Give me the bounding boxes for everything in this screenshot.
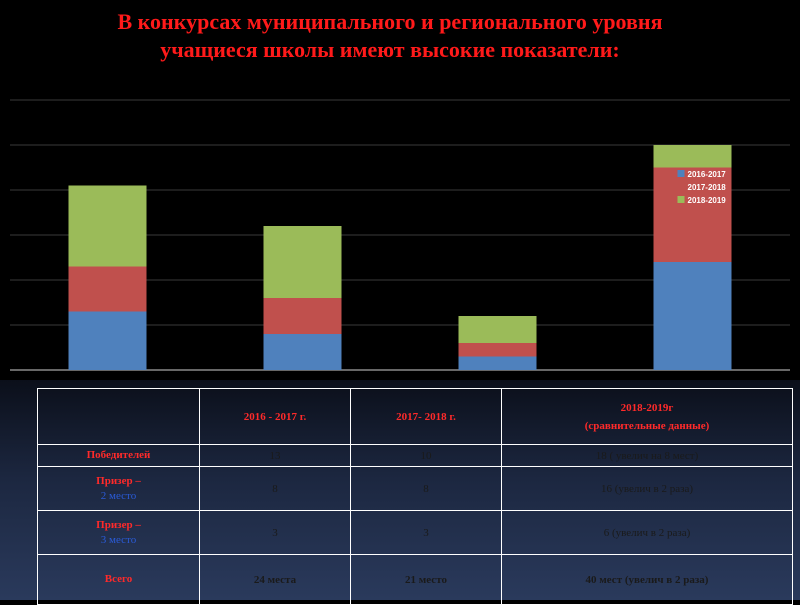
bar-segment-2018-2019 bbox=[263, 226, 342, 298]
table-cell: 3 bbox=[199, 510, 351, 555]
row-label: Всего bbox=[37, 554, 200, 605]
table-row: Победителей 13 10 18 ( увелич на 8 мест) bbox=[37, 444, 793, 467]
table-cell: 8 bbox=[350, 466, 502, 511]
results-table-panel: 2016 - 2017 г. 2017- 2018 г. 2018-2019г … bbox=[0, 380, 800, 605]
table-header-row: 2016 - 2017 г. 2017- 2018 г. 2018-2019г … bbox=[37, 388, 793, 445]
bar-segment-2018-2019 bbox=[68, 185, 147, 267]
legend-label: 2018-2019 bbox=[688, 196, 727, 205]
row-label: Победителей bbox=[37, 444, 200, 467]
header-year-3-sub: (сравнительные данные) bbox=[584, 419, 710, 432]
header-year-3-main: 2018-2019г bbox=[620, 401, 674, 414]
table-row: Всего 24 места 21 место 40 мест (увелич … bbox=[37, 554, 793, 605]
title-line-1: В конкурсах муниципального и регионально… bbox=[117, 9, 663, 34]
title-line-2: учащиеся школы имеют высокие показатели: bbox=[160, 37, 620, 62]
stacked-bar-chart: 2016-2017 2017-2018 2018-2019 bbox=[10, 99, 790, 371]
header-year-2: 2017- 2018 г. bbox=[350, 388, 502, 445]
row-label: Призер –2 место bbox=[37, 466, 200, 511]
bar-segment-2016-2017 bbox=[653, 262, 732, 370]
table-cell: 13 bbox=[199, 444, 351, 467]
bar-segment-2016-2017 bbox=[68, 311, 147, 370]
table-cell: 8 bbox=[199, 466, 351, 511]
bar-segment-2017-2018 bbox=[68, 266, 147, 312]
bar-segment-2017-2018 bbox=[263, 298, 342, 334]
table-cell: 16 (увелич в 2 раза) bbox=[501, 466, 793, 511]
legend-label: 2016-2017 bbox=[688, 170, 727, 179]
row-label: Призер –3 место bbox=[37, 510, 200, 555]
bar-segment-2016-2017 bbox=[458, 356, 537, 370]
table-cell: 40 мест (увелич в 2 раза) bbox=[501, 554, 793, 605]
header-year-1: 2016 - 2017 г. bbox=[199, 388, 351, 445]
legend-swatch bbox=[677, 170, 685, 177]
table-cell: 6 (увелич в 2 раза) bbox=[501, 510, 793, 555]
chart-bars bbox=[68, 145, 732, 370]
legend-label: 2017-2018 bbox=[688, 183, 727, 192]
bar-segment-2017-2018 bbox=[458, 343, 537, 357]
results-table: 2016 - 2017 г. 2017- 2018 г. 2018-2019г … bbox=[37, 388, 793, 605]
table-cell: 10 bbox=[350, 444, 502, 467]
bar-segment-2018-2019 bbox=[458, 316, 537, 343]
bar-segment-2017-2018 bbox=[653, 167, 732, 262]
bar-segment-2016-2017 bbox=[263, 334, 342, 370]
legend-swatch bbox=[677, 196, 685, 203]
header-empty bbox=[37, 388, 200, 445]
table-row: Призер –3 место 3 3 6 (увелич в 2 раза) bbox=[37, 510, 793, 555]
chart-legend: 2016-2017 2017-2018 2018-2019 bbox=[677, 170, 727, 205]
page-title: В конкурсах муниципального и регионально… bbox=[0, 8, 780, 64]
legend-swatch bbox=[677, 183, 685, 190]
header-year-3: 2018-2019г (сравнительные данные) bbox=[501, 388, 793, 445]
table-cell: 18 ( увелич на 8 мест) bbox=[501, 444, 793, 467]
table-cell: 24 места bbox=[199, 554, 351, 605]
bar-segment-2018-2019 bbox=[653, 145, 732, 168]
table-row: Призер –2 место 8 8 16 (увелич в 2 раза) bbox=[37, 466, 793, 511]
table-cell: 21 место bbox=[350, 554, 502, 605]
table-cell: 3 bbox=[350, 510, 502, 555]
